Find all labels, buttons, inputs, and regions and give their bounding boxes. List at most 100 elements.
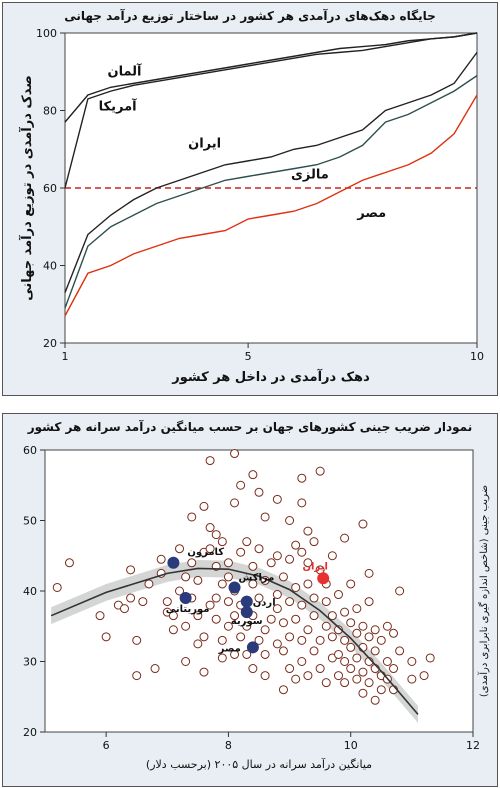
scatter-point [181, 572, 191, 582]
scatter-point [260, 512, 270, 522]
series-line [64, 75, 478, 309]
scatter-point [315, 664, 325, 674]
scatter-point [205, 600, 215, 610]
scatter-point [370, 625, 380, 635]
scatter-point [187, 558, 197, 568]
scatter-point [278, 685, 288, 695]
series-line [64, 32, 478, 123]
scatter-point [303, 671, 313, 681]
scatter-point [309, 593, 319, 603]
series-label: مالزی [291, 167, 329, 182]
chart2-title: نمودار ضریب جینی کشورهای جهان بر حسب میا… [27, 420, 473, 434]
scatter-point [132, 635, 142, 645]
series-label: مصر [356, 206, 386, 221]
y-tick-label: 20 [23, 726, 37, 739]
scatter-point [266, 558, 276, 568]
scatter-point [223, 597, 233, 607]
scatter-point [352, 653, 362, 663]
scatter-point [236, 480, 246, 490]
scatter-point [309, 611, 319, 621]
x-tick-label: 10 [470, 350, 484, 363]
scatter-point [285, 664, 295, 674]
y-tick-label: 60 [43, 182, 57, 195]
scatter-point [333, 649, 343, 659]
scatter-point [297, 473, 307, 483]
highlight-label: مراکش [239, 572, 275, 583]
scatter-point [272, 604, 282, 614]
scatter-point [242, 621, 252, 631]
scatter-point [395, 646, 405, 656]
scatter-point [285, 597, 295, 607]
scatter-point [217, 537, 227, 547]
scatter-point [333, 671, 343, 681]
gini-chart-panel: نمودار ضریب جینی کشورهای جهان بر حسب میا… [2, 413, 498, 787]
scatter-point [175, 544, 185, 554]
scatter-point [217, 579, 227, 589]
scatter-point [346, 579, 356, 589]
scatter-point [382, 621, 392, 631]
scatter-point [132, 671, 142, 681]
scatter-point [315, 635, 325, 645]
highlight-label: سوریه [231, 616, 263, 627]
series-label: آمریکا [99, 98, 137, 115]
scatter-point [321, 678, 331, 688]
y-tick-label: 60 [23, 444, 37, 457]
y-tick-label: 40 [23, 585, 37, 598]
percentile-chart: 20 40 60 80 100 1 5 10 آلمان آمریکا ایران مالزی مصر د… [18, 27, 484, 385]
y-axis-label: صدک درآمدی در توزیع درآمد جهانی [18, 75, 35, 301]
highlight-point [240, 606, 253, 619]
scatter-point [181, 657, 191, 666]
scatter-point [285, 516, 295, 525]
scatter-point [291, 540, 301, 550]
scatter-point [407, 657, 417, 666]
scatter-point [211, 614, 221, 624]
scatter-point [278, 646, 288, 656]
scatter-point [272, 590, 282, 600]
scatter-point [340, 657, 350, 666]
series-line [64, 32, 478, 189]
scatter-point [321, 621, 331, 631]
scatter-point [340, 607, 350, 617]
scatter-point [223, 558, 233, 568]
scatter-point [389, 628, 399, 638]
scatter-point [217, 653, 227, 663]
scatter-point [254, 635, 264, 645]
scatter-point [327, 551, 337, 561]
scatter-point [419, 671, 429, 681]
highlight-point [228, 581, 241, 594]
scatter-point [285, 632, 295, 642]
scatter-point [358, 688, 368, 698]
scatter-point [358, 519, 368, 529]
scatter-point [138, 597, 148, 607]
x-tick-label: 6 [103, 739, 110, 752]
highlight-label: مصر [218, 643, 241, 654]
scatter-point [303, 579, 313, 589]
scatter-point [211, 593, 221, 603]
scatter-point [278, 618, 288, 628]
scatter-point [181, 621, 191, 631]
scatter-point [309, 537, 319, 547]
scatter-point [309, 646, 319, 656]
scatter-point [242, 537, 252, 547]
scatter-point [101, 632, 111, 642]
scatter-point [254, 593, 264, 603]
highlight-point [240, 595, 253, 608]
scatter-point [230, 649, 240, 659]
scatter-point [236, 632, 246, 642]
scatter-point [364, 632, 374, 642]
scatter-point [52, 582, 62, 592]
scatter-point [199, 667, 209, 677]
scatter-point [236, 547, 246, 557]
scatter-point [248, 470, 258, 480]
scatter-point [340, 635, 350, 645]
x-tick-label: 8 [225, 739, 232, 752]
scatter-point [187, 512, 197, 522]
scatter-point [260, 671, 270, 681]
scatter-point [358, 667, 368, 677]
scatter-point [327, 632, 337, 642]
scatter-point [119, 604, 129, 614]
scatter-point [223, 572, 233, 582]
scatter-point [254, 544, 264, 554]
scatter-point [346, 664, 356, 674]
scatter-point [346, 642, 356, 652]
